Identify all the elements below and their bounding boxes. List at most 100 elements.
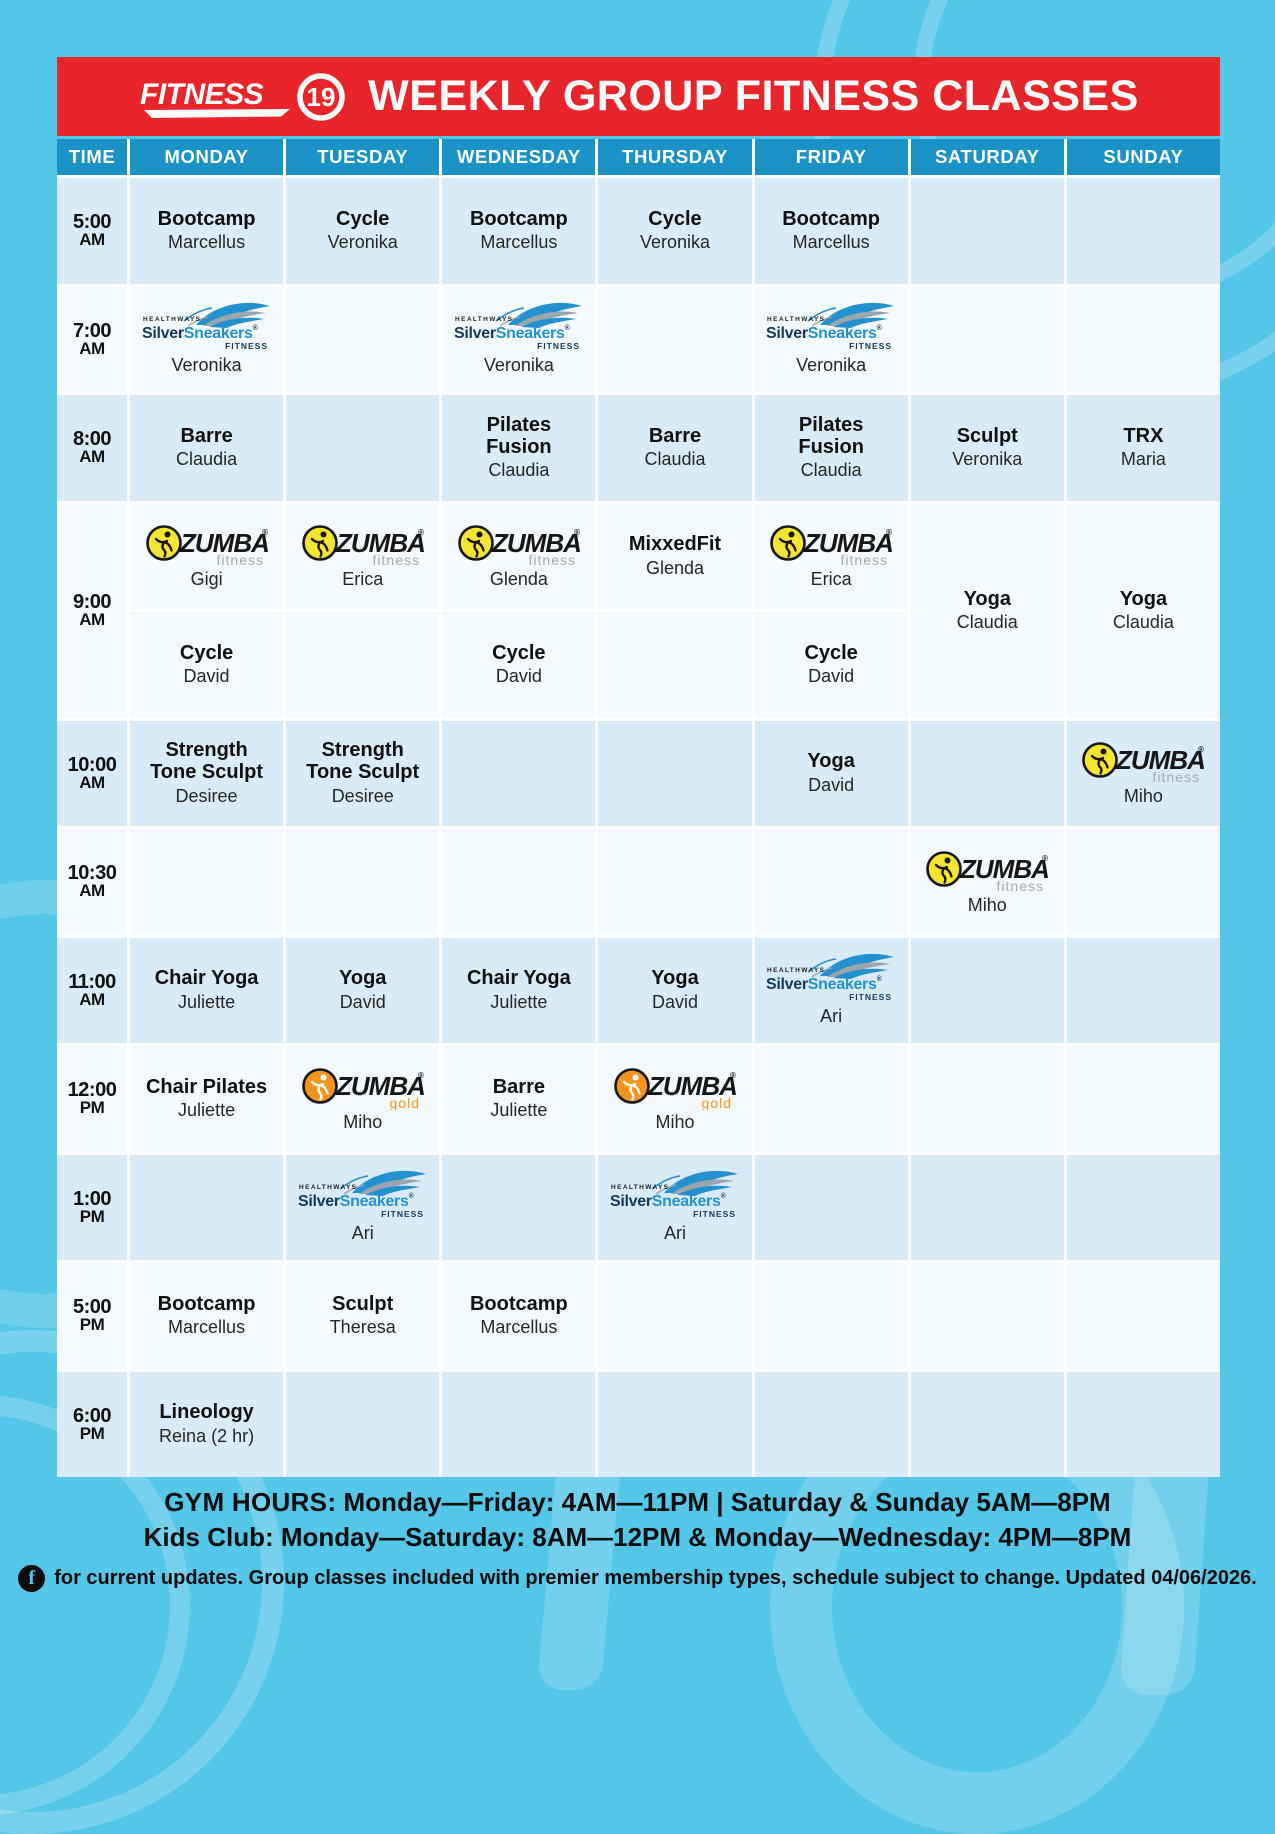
cell-wednesday-500pm: Bootcamp Marcellus	[442, 1263, 596, 1369]
cell-wednesday-100pm	[442, 1154, 596, 1260]
instructor-name: Miho	[1123, 786, 1163, 807]
cell-tuesday-500pm: Sculpt Theresa	[286, 1263, 440, 1369]
cell-saturday-800am: Sculpt Veronika	[910, 395, 1064, 501]
class-title: Chair Pilates	[145, 1075, 268, 1098]
class-title: Pilates Fusion	[486, 413, 552, 458]
column-header-friday: FRIDAY	[754, 139, 908, 175]
time-label-1200pm: 12:00 PM	[57, 1046, 127, 1152]
cell-friday-600pm	[754, 1371, 908, 1477]
time-value: 1:00	[72, 1187, 112, 1210]
class-title: Sculpt	[956, 424, 1018, 447]
cell-wednesday-1200pm: Barre Juliette	[442, 1046, 596, 1152]
cell-wednesday-900am-2: Cycle David	[442, 612, 596, 718]
header-banner: FITNESS 19 WEEKLY GROUP FITNESS CLASSES	[57, 57, 1220, 136]
svg-text:fitness: fitness	[841, 552, 888, 567]
time-label-500pm: 5:00 PM	[57, 1263, 127, 1369]
instructor-name: Veronika	[171, 355, 242, 376]
zumba-fitness-logo: ZUMBA® fitness	[926, 851, 1050, 893]
time-label-500am: 5:00 AM	[57, 178, 127, 284]
instructor-name: David	[808, 666, 855, 687]
class-title: Yoga	[651, 967, 699, 990]
instructor-name: Claudia	[488, 460, 550, 481]
cell-thursday-700am	[598, 286, 752, 392]
instructor-name: Veronika	[796, 355, 867, 376]
svg-text:ZUMBA: ZUMBA	[1115, 745, 1205, 775]
cell-wednesday-1100am: Chair Yoga Juliette	[442, 937, 596, 1043]
svg-text:ZUMBA: ZUMBA	[179, 528, 269, 558]
fitness19-logo-wordmark: FITNESS	[140, 78, 264, 111]
cell-saturday-500am	[910, 178, 1064, 284]
facebook-icon: f	[18, 1565, 46, 1592]
class-title: Cycle	[804, 641, 858, 664]
svg-text:fitness: fitness	[372, 552, 419, 567]
cell-thursday-500pm	[598, 1263, 752, 1369]
time-value: 10:30	[67, 862, 117, 885]
instructor-name: Veronika	[952, 449, 1023, 470]
silversneakers-logo-wrap: HEALTHWAYS SilverSneakers® FITNESS	[764, 952, 898, 1004]
svg-text:HEALTHWAYS: HEALTHWAYS	[455, 316, 513, 323]
class-title: TRX	[1123, 424, 1164, 447]
instructor-name: Gigi	[190, 569, 223, 590]
instructor-name: Veronika	[639, 232, 711, 253]
zumba-gold-logo: ZUMBA® gold	[301, 1068, 426, 1110]
cell-sunday-1100am	[1066, 937, 1220, 1043]
cell-wednesday-800am: Pilates Fusion Claudia	[442, 395, 596, 501]
svg-text:fitness: fitness	[528, 552, 575, 567]
class-title: Strength Tone Sculpt	[150, 739, 264, 784]
svg-text:®: ®	[574, 528, 580, 537]
fitness19-logo-underline	[144, 108, 291, 118]
instructor-name: Marcellus	[480, 1317, 558, 1338]
kids-club-line: Kids Club: Monday—Saturday: 8AM—12PM & M…	[143, 1522, 1132, 1552]
time-label-800am: 8:00 AM	[57, 395, 127, 501]
cell-monday-600pm: Lineology Reina (2 hr)	[130, 1371, 284, 1477]
svg-text:®: ®	[1198, 745, 1204, 754]
cell-saturday-500pm	[910, 1263, 1064, 1369]
silversneakers-logo-wrap: HEALTHWAYS SilverSneakers® FITNESS	[764, 301, 898, 353]
instructor-name: Ari	[351, 1223, 374, 1244]
svg-text:SilverSneakers®: SilverSneakers®	[766, 324, 883, 342]
svg-text:SilverSneakers®: SilverSneakers®	[298, 1192, 415, 1210]
updates-text: for current updates. Group classes inclu…	[54, 1567, 1257, 1589]
time-value: 7:00	[72, 319, 112, 342]
instructor-name: Claudia	[1112, 611, 1174, 632]
cell-friday-1000am: Yoga David	[754, 720, 908, 826]
column-header-saturday: SATURDAY	[910, 139, 1064, 175]
cell-sunday-800am: TRX Maria	[1066, 395, 1220, 501]
svg-text:ZUMBA: ZUMBA	[647, 1071, 737, 1101]
instructor-name: Juliette	[178, 991, 236, 1012]
column-header-tuesday: TUESDAY	[286, 139, 440, 175]
svg-text:ZUMBA: ZUMBA	[491, 528, 581, 558]
cell-thursday-1100am: Yoga David	[598, 937, 752, 1043]
updates-line: f for current updates. Group classes inc…	[0, 1565, 1275, 1592]
instructor-name: Veronika	[327, 232, 398, 253]
time-label-600pm: 6:00 PM	[57, 1371, 127, 1477]
svg-text:HEALTHWAYS: HEALTHWAYS	[143, 316, 201, 323]
cell-monday-700am: HEALTHWAYS SilverSneakers® FITNESS Veronika	[130, 286, 284, 392]
instructor-name: David	[651, 991, 698, 1012]
instructor-name: David	[339, 991, 386, 1012]
instructor-name: Miho	[967, 894, 1007, 915]
time-meridiem: AM	[79, 881, 105, 901]
cell-saturday-100pm	[910, 1154, 1064, 1260]
time-meridiem: AM	[79, 772, 105, 792]
cell-wednesday-600pm	[442, 1371, 596, 1477]
cell-friday-1100am: HEALTHWAYS SilverSneakers® FITNESS Ari	[754, 937, 908, 1043]
cell-friday-900am-2: Cycle David	[754, 612, 908, 718]
cell-tuesday-1030am	[286, 829, 440, 935]
svg-text:gold: gold	[389, 1095, 419, 1110]
time-meridiem: AM	[79, 447, 105, 467]
silversneakers-logo-wrap: HEALTHWAYS SilverSneakers® FITNESS	[296, 1169, 430, 1221]
cell-monday-100pm	[130, 1154, 284, 1260]
cell-wednesday-1000am	[442, 720, 596, 826]
class-title: Yoga	[807, 750, 855, 773]
cell-thursday-100pm: HEALTHWAYS SilverSneakers® FITNESS Ari	[598, 1154, 752, 1260]
class-title: Cycle	[179, 641, 234, 664]
instructor-name: Desiree	[331, 785, 394, 806]
class-title: Pilates Fusion	[798, 413, 864, 458]
class-title: Chair Yoga	[466, 967, 571, 990]
column-header-monday: MONDAY	[130, 139, 284, 175]
time-meridiem: PM	[79, 1315, 105, 1335]
column-header-time: TIME	[57, 139, 127, 175]
zumba-logo-wrap: ZUMBA ® fitness	[923, 847, 1051, 893]
